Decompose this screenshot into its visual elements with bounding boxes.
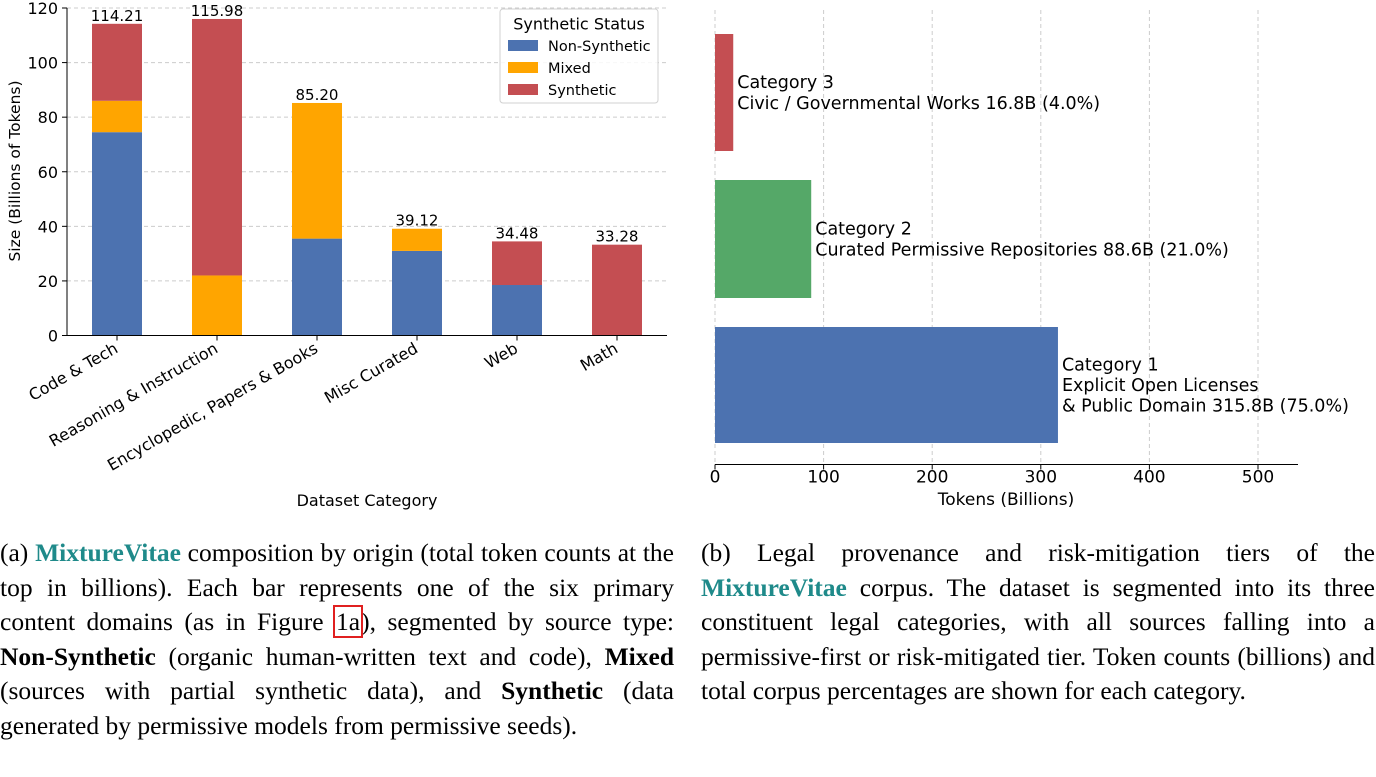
bar-segment-mixed-misc-curated bbox=[392, 228, 442, 251]
bar-category-1 bbox=[715, 327, 1058, 443]
x-tick-label-reasoning-instruction: Reasoning & Instruction bbox=[46, 339, 221, 451]
total-label-math: 33.28 bbox=[596, 228, 639, 246]
y-tick-label: 80 bbox=[38, 108, 58, 127]
total-label-web: 34.48 bbox=[496, 224, 539, 242]
x-tick-label: 400 bbox=[1133, 468, 1165, 488]
x-tick-label-code-tech: Code & Tech bbox=[25, 339, 121, 405]
y-tick-label: 0 bbox=[48, 327, 58, 346]
x-tick-label: 100 bbox=[807, 468, 839, 488]
total-label-encyclopedic-papers-books: 85.20 bbox=[296, 86, 339, 104]
legend-swatch-non-synthetic bbox=[508, 40, 538, 51]
caption-b-brand: MixtureVitae bbox=[701, 572, 847, 602]
caption-a-text: composition by origin (total token count… bbox=[0, 538, 675, 636]
bar-segment-mixed-reasoning-instruction bbox=[192, 275, 242, 336]
legend-swatch-synthetic bbox=[508, 84, 538, 95]
y-axis-label: Size (Billions of Tokens) bbox=[6, 80, 24, 261]
y-tick-label: 40 bbox=[38, 217, 58, 236]
bar-label-category-3: Civic / Governmental Works 16.8B (4.0%) bbox=[737, 94, 1100, 114]
legend-swatch-mixed bbox=[508, 62, 538, 73]
legend: Synthetic Status Non-Synthetic Mixed Syn… bbox=[499, 8, 659, 104]
bar-segment-non-synthetic-encyclopedic-papers-books bbox=[292, 238, 342, 336]
x-tick-label-misc-curated: Misc Curated bbox=[321, 339, 421, 408]
bar-segment-synthetic-code-tech bbox=[92, 23, 142, 101]
x-tick-label: 200 bbox=[916, 468, 948, 488]
x-axis-label: Tokens (Billions) bbox=[937, 490, 1074, 510]
y-tick-label: 20 bbox=[38, 272, 58, 291]
bar-label-category-2: Curated Permissive Repositories 88.6B (2… bbox=[815, 240, 1229, 260]
figure-reference-link[interactable]: 1a bbox=[333, 605, 364, 638]
caption-a-term-non-synthetic: Non-Synthetic bbox=[0, 641, 156, 671]
caption-a-term-mixed: Mixed bbox=[604, 641, 674, 671]
caption-a-text: (data generated by permissive models fro… bbox=[0, 676, 674, 740]
y-tick-label: 100 bbox=[27, 54, 58, 73]
legend-label-synthetic: Synthetic bbox=[548, 83, 616, 99]
bar-category-3 bbox=[715, 34, 734, 151]
caption-a-text: (sources with partial synthetic data), a… bbox=[0, 676, 502, 705]
caption-a-text: (organic human-written text and code), bbox=[155, 641, 605, 671]
y-ticks: 0 20 40 60 80 100 120 bbox=[27, 0, 67, 346]
y-tick-label: 120 bbox=[27, 0, 58, 18]
total-label-misc-curated: 39.12 bbox=[396, 212, 439, 230]
legend-frame bbox=[499, 8, 659, 104]
x-tick-label: 500 bbox=[1242, 468, 1274, 488]
bar-segment-synthetic-math bbox=[592, 244, 642, 336]
bar-segment-mixed-encyclopedic-papers-books bbox=[292, 102, 342, 239]
bar-label-category-1: Explicit Open Licenses bbox=[1062, 376, 1259, 396]
caption-b: (b) Legal provenance and risk-mitigation… bbox=[701, 536, 1375, 709]
caption-b-text: corpus. The dataset is segmented into it… bbox=[701, 572, 1375, 706]
total-labels: 114.21 115.98 85.20 39.12 34.48 33.28 bbox=[91, 2, 639, 246]
caption-a: (a) MixtureVitae composition by origin (… bbox=[0, 536, 674, 743]
bar-label-category-1: Category 1 bbox=[1062, 355, 1159, 375]
total-label-reasoning-instruction: 115.98 bbox=[191, 2, 244, 20]
y-tick-label: 60 bbox=[38, 163, 58, 182]
bar-segment-non-synthetic-web bbox=[492, 285, 542, 336]
legend-label-non-synthetic: Non-Synthetic bbox=[548, 39, 651, 55]
bar-segment-synthetic-web bbox=[492, 241, 542, 286]
bar-segment-mixed-code-tech bbox=[92, 100, 142, 133]
bar-segment-non-synthetic-code-tech bbox=[92, 132, 142, 336]
caption-a-term-synthetic: Synthetic bbox=[501, 676, 604, 705]
bar-label-category-2: Category 2 bbox=[815, 220, 912, 240]
bar-label-category-1: & Public Domain 315.8B (75.0%) bbox=[1062, 397, 1349, 417]
caption-a-text: ), segmented by source type: bbox=[361, 607, 674, 636]
x-tick-label-web: Web bbox=[481, 339, 521, 373]
caption-a-brand: MixtureVitae bbox=[35, 538, 181, 567]
bar-segment-synthetic-reasoning-instruction bbox=[192, 18, 242, 276]
caption-b-text: Legal provenance and risk-mitigation tie… bbox=[730, 538, 1375, 567]
bar-segment-non-synthetic-misc-curated bbox=[392, 250, 442, 336]
x-tick-label-math: Math bbox=[577, 339, 621, 375]
legend-title: Synthetic Status bbox=[513, 15, 645, 34]
bar-category-2 bbox=[715, 180, 812, 298]
bars bbox=[715, 34, 1058, 443]
caption-b-label: (b) bbox=[701, 538, 731, 567]
x-ticks: 0 100 200 300 400 500 bbox=[710, 464, 1274, 488]
x-tick-label: 300 bbox=[1025, 468, 1057, 488]
bar-stacks bbox=[92, 18, 642, 336]
caption-a-label: (a) bbox=[0, 538, 29, 567]
x-tick-label: 0 bbox=[710, 468, 721, 488]
bar-label-category-3: Category 3 bbox=[737, 73, 834, 93]
total-label-code-tech: 114.21 bbox=[91, 7, 144, 25]
x-axis-label: Dataset Category bbox=[297, 491, 438, 510]
legend-label-mixed: Mixed bbox=[548, 61, 591, 77]
